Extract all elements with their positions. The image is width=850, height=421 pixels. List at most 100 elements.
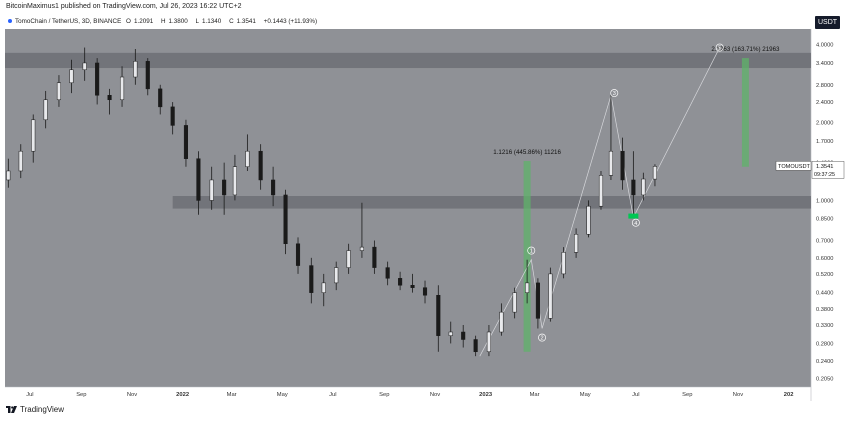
tradingview-logo[interactable]: TradingView [6, 405, 64, 414]
candle-body [133, 61, 138, 78]
time-tick-label: Jul [26, 392, 33, 398]
candle-body [107, 95, 112, 101]
candle-body [283, 194, 288, 245]
candle-body [258, 150, 263, 181]
high-label: H [160, 18, 166, 25]
time-tick-label: Jul [632, 392, 639, 398]
time-tick-label: Nov [733, 392, 743, 398]
time-tick-label: 2023 [479, 392, 493, 398]
tradingview-logo-icon [6, 406, 17, 413]
candle-body [346, 250, 351, 268]
price-tick-label: 0.8500 [816, 217, 833, 223]
wave-label-4: 4 [634, 221, 637, 227]
candle-body [145, 61, 150, 90]
candle-body [574, 234, 579, 253]
open-label: O [126, 18, 131, 25]
status-dot-icon [8, 19, 12, 24]
candle-body [525, 282, 530, 293]
time-tick-label: 2022 [176, 392, 189, 398]
price-tick-label: 2.0000 [816, 121, 833, 127]
horizontal-zone [5, 52, 811, 69]
time-tick-label: May [580, 392, 591, 398]
high-value: 1.3800 [168, 18, 188, 25]
candle-body [398, 278, 403, 286]
low-value: 1.1340 [202, 18, 222, 25]
candle-body [232, 166, 237, 196]
time-tick-label: Mar [530, 392, 540, 398]
price-tick-label: 0.3800 [816, 307, 833, 313]
price-tick-label: 0.2050 [816, 376, 833, 382]
candle-body [209, 179, 214, 201]
price-tick-label: 0.4400 [816, 291, 833, 297]
price-tick-label: 0.3300 [816, 323, 833, 329]
time-tick-label: Sep [379, 392, 389, 398]
candle-body [631, 179, 636, 196]
candle-body [18, 150, 23, 172]
elliott-wave-path [479, 47, 721, 357]
low-label: L [195, 18, 200, 25]
candle-body [56, 82, 62, 101]
candle-body [69, 69, 74, 84]
price-tick-label: 0.2400 [816, 359, 833, 365]
candle-body [641, 178, 646, 196]
candle-body [245, 150, 250, 167]
symbol-price-tag-label: TOMOUSDT [778, 164, 810, 170]
price-tick-label: 1.0000 [816, 198, 833, 204]
bar-countdown: 09:37:25 [814, 172, 835, 178]
candle-body [620, 150, 625, 181]
candle-body [608, 150, 614, 176]
time-tick-label: May [277, 392, 288, 398]
time-axis-panel[interactable] [5, 387, 811, 401]
candle-body [321, 282, 326, 293]
close-value: 1.3541 [236, 18, 256, 25]
candle-body [119, 76, 125, 101]
candle-body [512, 292, 517, 313]
candle-body [309, 265, 314, 293]
candle-body [652, 166, 657, 180]
price-tick-label: 3.4000 [816, 61, 833, 67]
time-tick-label: Mar [227, 392, 237, 398]
candle-body [170, 106, 175, 126]
candle-body [196, 158, 201, 201]
time-tick-label: Jul [329, 392, 336, 398]
wave-4-marker [628, 213, 639, 219]
candle-body [548, 273, 553, 319]
price-axis-panel[interactable] [811, 29, 845, 401]
candle-body [535, 282, 540, 319]
price-tick-label: 0.7000 [816, 239, 833, 245]
measure-label: 1.1216 (445.86%) 11216 [493, 149, 561, 156]
wave-label-circle [631, 218, 640, 227]
candle-body [82, 62, 87, 71]
candle-body [448, 331, 453, 336]
price-tick-label: 1.7000 [816, 139, 833, 145]
candle-body [271, 179, 276, 196]
price-tick-label: 0.5200 [816, 272, 833, 278]
candle-body [461, 331, 466, 340]
wave-label-circle [527, 246, 536, 255]
candle-body [410, 285, 415, 288]
candle-body [561, 252, 566, 275]
candle-body [586, 205, 591, 235]
brand-label: TradingView [20, 405, 65, 414]
candle-body [295, 243, 301, 266]
measure-range [741, 58, 749, 167]
price-tick-label: 2.4000 [816, 100, 833, 106]
candle-body [183, 125, 189, 159]
wave-label-5: 5 [718, 46, 721, 52]
price-tick-label: 0.6000 [816, 256, 833, 262]
change-value: +0.1443 (+11.93%) [263, 18, 318, 25]
candle-body [598, 175, 604, 207]
time-tick-label: Sep [682, 392, 692, 398]
wave-label-3: 3 [613, 91, 616, 97]
candle-body [385, 267, 390, 279]
wave-label-2: 2 [540, 336, 543, 342]
candle-body [31, 119, 36, 152]
candle-body [95, 62, 100, 96]
currency-button[interactable]: USDT [815, 16, 840, 29]
last-price-value: 1.3541 [816, 164, 833, 170]
open-value: 1.2091 [133, 18, 154, 25]
symbol-pair[interactable]: TomoChain / TetherUS, 3D, BINANCE [15, 18, 122, 25]
symbol-price-tag [775, 161, 812, 171]
time-tick-label: Nov [127, 392, 137, 398]
